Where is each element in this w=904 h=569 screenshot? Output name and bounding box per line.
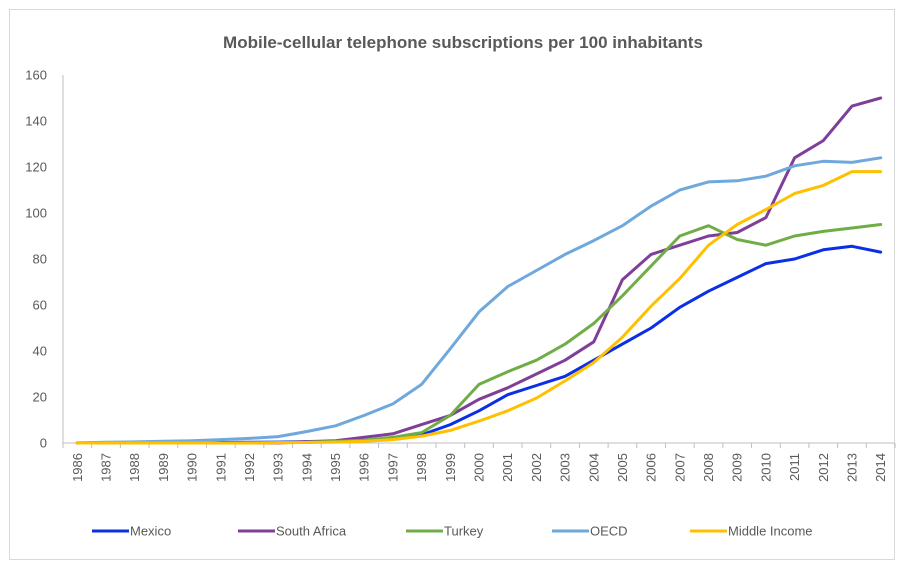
x-tick-label: 1996 bbox=[357, 453, 372, 482]
x-tick-label: 2006 bbox=[644, 453, 659, 482]
x-tick-label: 1998 bbox=[414, 453, 429, 482]
legend-item: Middle Income bbox=[690, 524, 813, 539]
y-tick-label: 80 bbox=[33, 252, 47, 267]
series-line-oecd bbox=[75, 156, 883, 445]
x-tick-label: 1987 bbox=[99, 453, 114, 482]
legend-item: South Africa bbox=[238, 524, 347, 539]
y-tick-label: 20 bbox=[33, 390, 47, 405]
x-tick-label: 2005 bbox=[615, 453, 630, 482]
x-axis: 1986 1987 1988 1989 1990 1991 1992 1993 1994 1995… bbox=[62, 442, 896, 482]
x-tick-label: 1991 bbox=[213, 453, 228, 482]
legend: Mexico South Africa Turkey OECD Middle Incom… bbox=[92, 524, 813, 539]
x-tick-label: 2003 bbox=[558, 453, 573, 482]
x-tick-label: 2000 bbox=[472, 453, 487, 482]
legend-item: OECD bbox=[552, 524, 628, 539]
series-line-mexico bbox=[75, 244, 883, 445]
y-tick-label: 60 bbox=[33, 298, 47, 313]
x-tick-label: 1995 bbox=[328, 453, 343, 482]
series-lines bbox=[75, 96, 883, 445]
x-tick-label: 1986 bbox=[70, 453, 85, 482]
y-axis: 0 20 40 60 80 100 120 140 160 bbox=[25, 68, 64, 451]
chart-title: Mobile-cellular telephone subscriptions … bbox=[223, 33, 703, 52]
legend-label: Turkey bbox=[444, 524, 484, 539]
legend-item: Mexico bbox=[92, 524, 171, 539]
x-tick-label: 2010 bbox=[758, 453, 773, 482]
x-tick-label: 1994 bbox=[299, 453, 314, 482]
y-tick-label: 120 bbox=[25, 160, 47, 175]
y-tick-label: 140 bbox=[25, 114, 47, 129]
y-tick-label: 0 bbox=[40, 436, 47, 451]
x-tick-label: 2007 bbox=[672, 453, 687, 482]
x-tick-label: 2001 bbox=[500, 453, 515, 482]
y-tick-label: 40 bbox=[33, 344, 47, 359]
x-tick-label: 2004 bbox=[586, 453, 601, 482]
x-tick-label: 1997 bbox=[385, 453, 400, 482]
y-tick-label: 100 bbox=[25, 206, 47, 221]
x-tick-label: 2011 bbox=[787, 453, 802, 481]
legend-label: Mexico bbox=[130, 524, 171, 539]
x-tick-label: 1990 bbox=[185, 453, 200, 482]
x-tick-label: 2014 bbox=[873, 453, 888, 482]
x-tick-label: 1988 bbox=[127, 453, 142, 482]
x-tick-label: 2002 bbox=[529, 453, 544, 482]
x-tick-label: 2012 bbox=[816, 453, 831, 482]
series-line-middle-income bbox=[75, 170, 883, 445]
legend-item: Turkey bbox=[406, 524, 484, 539]
legend-label: South Africa bbox=[276, 524, 347, 539]
chart-frame bbox=[9, 9, 895, 560]
x-tick-label: 1992 bbox=[242, 453, 257, 482]
x-tick-label: 1993 bbox=[271, 453, 286, 482]
legend-label: OECD bbox=[590, 524, 628, 539]
x-tick-label: 1989 bbox=[156, 453, 171, 482]
x-tick-label: 2009 bbox=[730, 453, 745, 482]
x-tick-label: 2013 bbox=[844, 453, 859, 482]
x-tick-label: 1999 bbox=[443, 453, 458, 482]
y-tick-label: 160 bbox=[25, 68, 47, 83]
series-line-south-africa bbox=[75, 96, 883, 445]
legend-label: Middle Income bbox=[728, 524, 813, 539]
x-tick-label: 2008 bbox=[701, 453, 716, 482]
